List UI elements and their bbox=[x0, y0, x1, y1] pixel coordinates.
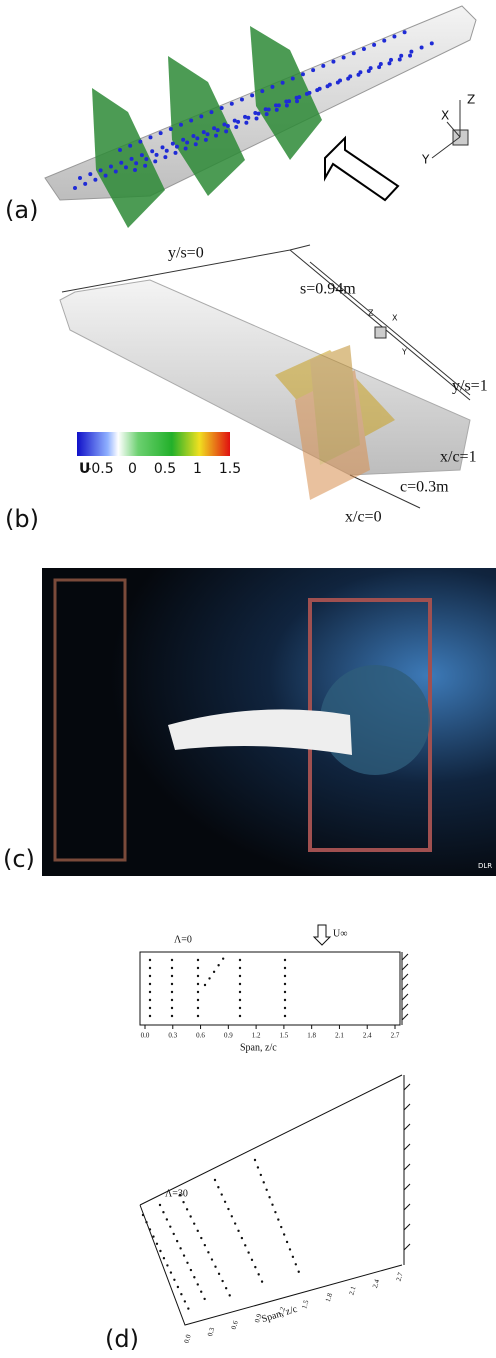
axis-label: Y bbox=[421, 153, 430, 167]
tick-label: 0.6 bbox=[196, 1032, 205, 1040]
tick-label: 0.3 bbox=[206, 1326, 216, 1337]
colorbar-tick: 1.5 bbox=[219, 461, 241, 477]
axis-label: X bbox=[392, 314, 398, 323]
colorbar bbox=[77, 432, 230, 456]
panel-label: (a) bbox=[5, 196, 38, 224]
panel-d: Λ=0 U∞ Span, z/c 0.0 0.3 0.6 0.9 1.2 1.5 1.8 2.… bbox=[105, 925, 410, 1353]
freestream-label: U∞ bbox=[333, 928, 347, 939]
panel-label: (c) bbox=[3, 845, 35, 873]
tick-label: 1.8 bbox=[307, 1032, 316, 1040]
logo: DLR bbox=[478, 862, 492, 870]
axis-label: Z bbox=[467, 93, 475, 107]
figure: (a) X Y Z U -0.500.511.5 ​ Z X Y y/s=0 s… bbox=[0, 0, 496, 1358]
tick-label: 0.3 bbox=[168, 1032, 177, 1040]
panel-c: DLR (c) bbox=[3, 568, 496, 876]
tick-label: 2.1 bbox=[335, 1032, 344, 1040]
axis-label: X bbox=[441, 109, 449, 123]
tick-label: 1.5 bbox=[300, 1299, 310, 1310]
tick-label: 0.6 bbox=[230, 1319, 240, 1330]
plot-frame bbox=[140, 952, 400, 1025]
panel-a: (a) X Y Z bbox=[5, 6, 476, 228]
flow-arrow bbox=[325, 138, 398, 200]
tick-label: 1.8 bbox=[324, 1292, 334, 1303]
tick-label: 2.4 bbox=[363, 1032, 372, 1040]
tick-label: 2.1 bbox=[347, 1285, 357, 1296]
colorbar-tick: 0.5 bbox=[154, 461, 176, 477]
panel-label: (b) bbox=[5, 505, 39, 533]
tick-label: 0.0 bbox=[141, 1032, 150, 1040]
axis-label: Z bbox=[368, 309, 374, 318]
sweep-label: Λ=30 bbox=[165, 1188, 188, 1199]
tick-label: 0.0 bbox=[183, 1333, 193, 1344]
tick-label: 2.7 bbox=[395, 1271, 405, 1282]
plot-frame bbox=[140, 1075, 402, 1325]
annotation: x/c=0 bbox=[345, 509, 382, 526]
tick-label: 1.5 bbox=[280, 1032, 289, 1040]
sweep-label: Λ=0 bbox=[174, 934, 192, 945]
annotation: s=0.94m bbox=[300, 281, 356, 298]
annotation: y/s=0 bbox=[168, 245, 204, 262]
tick-label: 2.7 bbox=[391, 1032, 400, 1040]
colorbar-tick: -0.5 bbox=[86, 461, 113, 477]
annotation: x/c=1 bbox=[440, 449, 477, 466]
taps bbox=[143, 1160, 300, 1312]
axis-label: Y bbox=[401, 348, 407, 357]
x-label: Span, z/c bbox=[240, 1042, 277, 1053]
annotation: c=0.3m bbox=[400, 479, 449, 496]
taps bbox=[150, 956, 285, 1020]
colorbar-tick: 0 bbox=[128, 461, 137, 477]
annotation: y/s=1 bbox=[452, 378, 488, 395]
panel-label: (d) bbox=[105, 1325, 139, 1353]
tick-label: 2.4 bbox=[371, 1278, 381, 1289]
colorbar-tick: 1 bbox=[193, 461, 202, 477]
tick-label: 0.9 bbox=[224, 1032, 233, 1040]
tick-label: 1.2 bbox=[252, 1032, 261, 1040]
panel-b: U -0.500.511.5 ​ Z X Y y/s=0 s=0.94m y/s… bbox=[5, 245, 488, 533]
